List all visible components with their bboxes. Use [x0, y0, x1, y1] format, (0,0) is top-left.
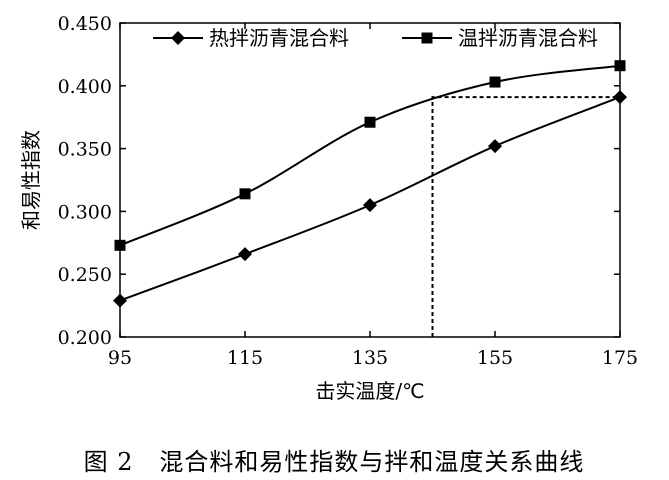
data-point-square	[114, 239, 126, 251]
y-tick-label: 0.450	[58, 13, 112, 35]
data-point-diamond	[238, 247, 252, 262]
y-axis-title: 和易性指数	[19, 130, 43, 230]
data-point-square	[239, 188, 251, 200]
plot-border	[119, 22, 621, 338]
legend-label: 热拌沥青混合料	[209, 26, 349, 50]
y-tick-label: 0.350	[58, 139, 112, 161]
legend-square-marker	[421, 32, 433, 44]
x-tick-label: 115	[227, 347, 263, 369]
legend-item: 热拌沥青混合料	[153, 26, 349, 50]
data-point-square	[364, 116, 376, 128]
plot-frame	[119, 22, 621, 338]
x-tick-label: 175	[602, 347, 638, 369]
legend: 热拌沥青混合料 温拌沥青混合料	[153, 26, 598, 50]
guide-line	[431, 96, 620, 337]
x-axis-title: 击实温度/℃	[315, 379, 424, 403]
data-point-diamond	[113, 293, 127, 308]
data-point-square	[614, 60, 626, 72]
y-axis: 0.200 0.250 0.300 0.350 0.400 0.450	[58, 13, 620, 349]
x-tick-label: 135	[352, 347, 388, 369]
series-layer	[113, 60, 627, 308]
series-hot-mix	[113, 90, 627, 308]
data-point-diamond	[613, 90, 627, 105]
x-tick-label: 95	[108, 347, 132, 369]
y-tick-label: 0.200	[58, 327, 112, 349]
series-warm-mix	[114, 60, 626, 251]
legend-label: 温拌沥青混合料	[458, 26, 598, 50]
data-point-diamond	[363, 198, 377, 213]
data-point-diamond	[488, 139, 502, 154]
x-axis: 95 115 135 155 175	[108, 23, 638, 369]
y-tick-label: 0.300	[58, 201, 112, 223]
data-point-square	[489, 76, 501, 88]
figure-caption: 图 2 混合料和易性指数与拌和温度关系曲线	[84, 448, 585, 476]
series-line	[119, 64, 621, 247]
y-tick-label: 0.400	[58, 76, 112, 98]
dashed-guide	[431, 96, 620, 337]
x-tick-label: 155	[477, 347, 513, 369]
y-tick-label: 0.250	[58, 264, 112, 286]
legend-item: 温拌沥青混合料	[402, 26, 598, 50]
legend-diamond-marker	[171, 31, 185, 45]
